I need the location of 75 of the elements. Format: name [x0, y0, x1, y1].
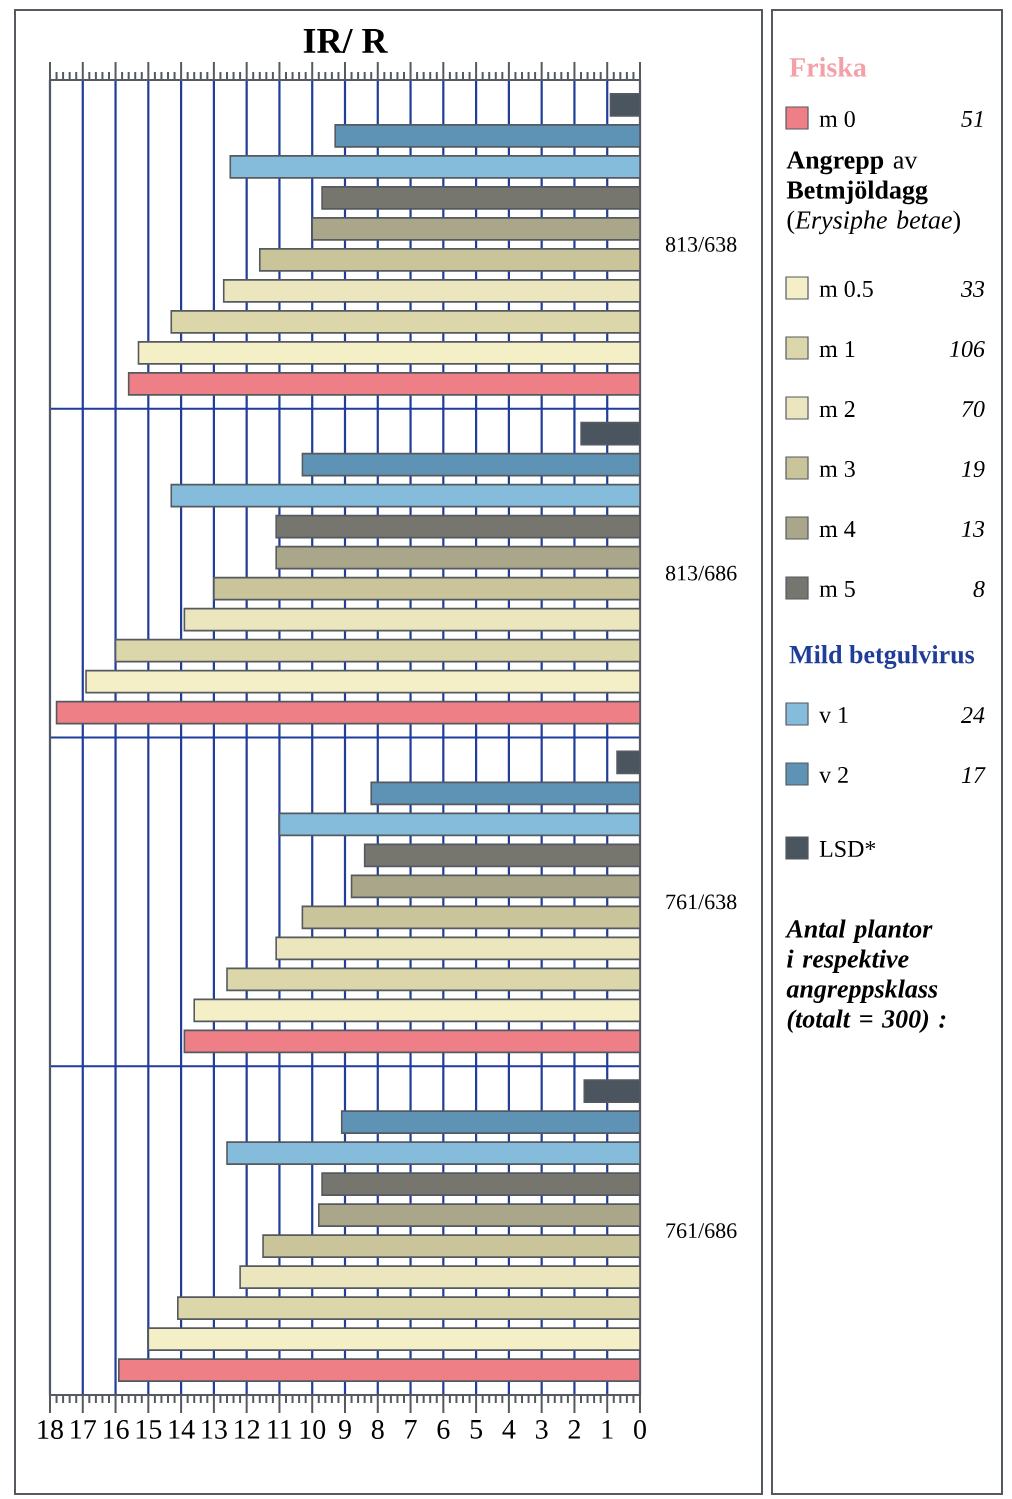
legend-label: m 5	[819, 581, 855, 597]
bar	[370, 781, 640, 806]
bar	[222, 279, 640, 303]
x-tick-label: 2	[568, 1420, 580, 1439]
x-tick-label: 7	[405, 1420, 417, 1439]
legend-label: v 1	[819, 706, 848, 724]
bar	[278, 812, 640, 837]
bar	[311, 217, 640, 241]
x-tick-label: 1	[602, 1420, 613, 1439]
text: 70	[962, 400, 985, 418]
x-tick-label: 14	[169, 1420, 195, 1439]
bar	[275, 936, 640, 961]
text: 8	[973, 580, 985, 598]
bar	[55, 700, 640, 725]
bar	[183, 1029, 640, 1054]
bar	[321, 1172, 640, 1196]
x-tick-label: 10	[300, 1420, 326, 1439]
y-tick-label: 761/686	[666, 1223, 737, 1239]
x-tick-label: 5	[470, 1420, 483, 1439]
bar	[317, 1203, 640, 1227]
x-tick-label: 3	[536, 1420, 548, 1439]
legend-label: m 3	[819, 460, 855, 478]
legend-label: m 1	[819, 341, 855, 357]
bar	[193, 998, 640, 1023]
x-tick-label: 13	[202, 1420, 227, 1439]
bar	[137, 341, 640, 365]
legend-label: m 0.5	[819, 280, 873, 298]
x-tick-label: 18	[38, 1420, 63, 1439]
x-tick-label: 8	[371, 1420, 384, 1439]
bar	[340, 1110, 640, 1134]
bar	[334, 124, 640, 148]
x-tick-label: 15	[136, 1420, 162, 1439]
bar	[127, 372, 640, 396]
x-tick-label: 11	[268, 1420, 292, 1439]
legend-label: LSD*	[819, 840, 876, 858]
chart-title: IR/ R	[303, 28, 388, 54]
y-tick-label: 813/638	[665, 236, 737, 252]
bar	[321, 186, 640, 210]
x-tick-label: 0	[634, 1420, 646, 1439]
legend-label: m 4	[819, 521, 856, 537]
x-tick-label: 17	[71, 1420, 96, 1439]
legend-label: m 0	[819, 110, 855, 128]
text: 106	[949, 340, 985, 358]
bar	[301, 452, 640, 477]
x-tick-label: 6	[437, 1420, 450, 1439]
bar	[85, 669, 640, 694]
text: Angrepp av Betmjöldagg (Erysiphe betae)	[786, 151, 960, 235]
bar	[226, 1141, 640, 1165]
bar	[118, 1358, 640, 1382]
bar	[229, 155, 640, 179]
bar	[147, 1327, 640, 1351]
bar	[350, 874, 640, 899]
text: 13	[961, 520, 985, 538]
bar	[170, 483, 640, 508]
text: Mild betgulvirus	[789, 645, 975, 669]
y-tick-label: 761/638	[666, 894, 737, 910]
x-tick-label: 4	[502, 1420, 516, 1439]
text: Friska	[789, 57, 867, 77]
text: Antal plantor i respektive angreppsklass (totalt = 300) :	[785, 919, 946, 1033]
text: 17	[961, 767, 986, 783]
bar	[239, 1265, 640, 1289]
x-tick-label: 12	[235, 1420, 260, 1439]
y-tick-label: 813/686	[665, 565, 737, 581]
bar	[363, 843, 640, 868]
legend-label: m 2	[819, 401, 855, 417]
x-tick-label: 16	[104, 1420, 129, 1439]
bar	[183, 607, 640, 632]
legend-label: v 2	[819, 766, 848, 784]
text: 19	[961, 460, 985, 478]
text: 33	[960, 280, 985, 298]
bar	[275, 545, 640, 570]
x-tick-label: 9	[338, 1420, 351, 1439]
text: 51	[961, 110, 983, 128]
bar	[275, 514, 640, 539]
text: 24	[960, 707, 985, 723]
